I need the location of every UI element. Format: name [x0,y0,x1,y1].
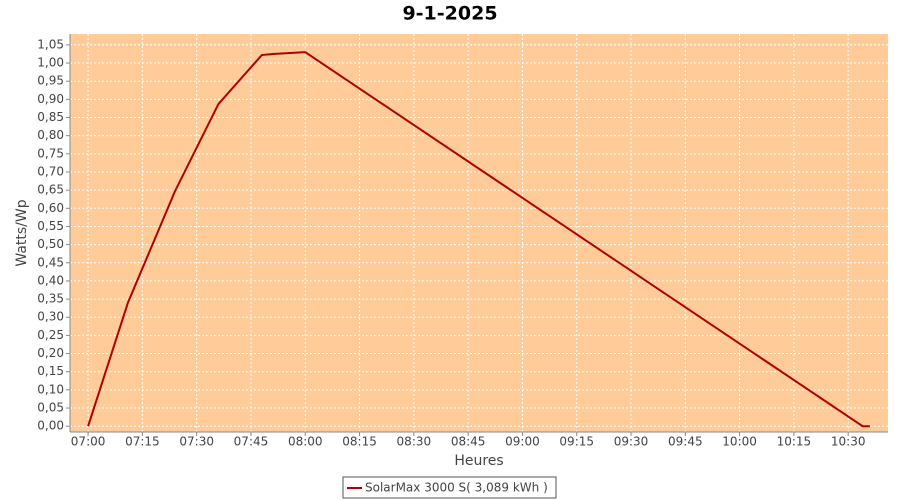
x-tick-label: 07:15 [125,435,160,449]
y-tick-label: 1,05 [37,37,64,51]
x-tick-label: 10:30 [831,435,866,449]
legend-label: SolarMax 3000 S( 3,089 kWh ) [365,481,548,495]
x-tick-label: 10:00 [722,435,757,449]
data-line [87,51,870,428]
chart-title: 9-1-2025 [402,3,497,25]
y-tick-label: 0,35 [37,292,64,306]
y-tick-label: 0,80 [37,128,64,142]
x-tick-label: 07:45 [234,435,269,449]
y-tick-label: 0,30 [37,310,64,324]
legend-box [342,476,557,499]
y-tick-label: 0,85 [37,110,64,124]
y-tick-label: 0,60 [37,201,64,215]
y-tick-label: 0,95 [37,74,64,88]
x-tick-label: 09:45 [668,435,703,449]
y-tick-label: 0,70 [37,164,64,178]
x-tick-label: 10:15 [777,435,812,449]
y-axis-label: Watts/Wp [14,199,30,266]
y-tick-label: 0,90 [37,92,64,106]
x-tick-label: 09:15 [559,435,594,449]
y-tick-label: 0,55 [37,219,64,233]
y-tick-label: 0,05 [37,401,64,415]
x-tick-label: 07:00 [71,435,106,449]
y-tick-label: 0,25 [37,328,64,342]
y-tick-label: 0,45 [37,255,64,269]
y-tick-label: 0,15 [37,364,64,378]
x-axis-label: Heures [454,453,503,469]
y-tick-label: 0,20 [37,346,64,360]
x-tick-label: 08:45 [451,435,486,449]
y-tick-label: 0,10 [37,382,64,396]
y-tick-label: 0,50 [37,237,64,251]
x-tick-label: 09:00 [505,435,540,449]
x-tick-label: 07:30 [179,435,214,449]
y-tick-label: 0,75 [37,146,64,160]
x-tick-label: 09:30 [614,435,649,449]
y-tick-label: 1,00 [37,56,64,70]
y-tick-label: 0,40 [37,273,64,287]
plot-area [70,34,888,432]
x-tick-label: 08:15 [342,435,377,449]
x-tick-label: 08:30 [397,435,432,449]
y-tick-label: 0,00 [37,419,64,433]
x-tick-label: 08:00 [288,435,323,449]
y-tick-label: 0,65 [37,183,64,197]
